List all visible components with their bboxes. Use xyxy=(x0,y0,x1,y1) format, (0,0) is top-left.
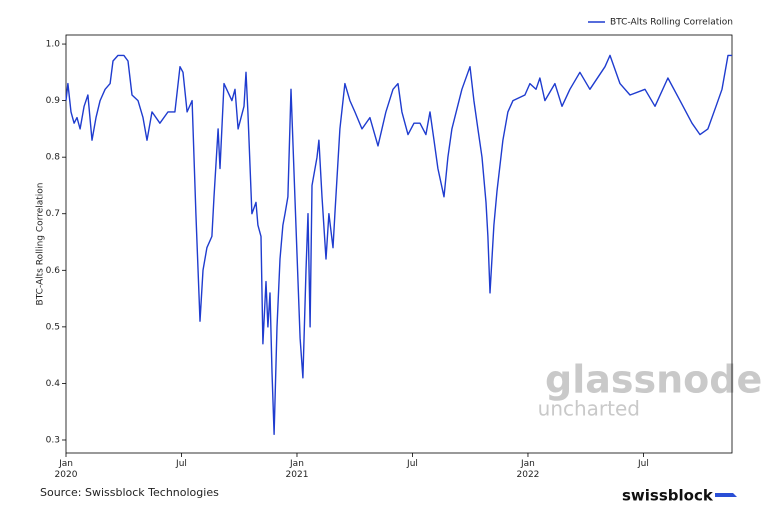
y-tick-label: 0.5 xyxy=(46,322,60,332)
watermark-title: glassnode xyxy=(545,358,762,402)
y-axis-label: BTC-Alts Rolling Correlation xyxy=(36,183,46,306)
x-tick-label: Jan 2020 xyxy=(54,459,78,480)
brand-logo xyxy=(715,493,737,497)
x-tick-label: Jan 2022 xyxy=(516,459,540,480)
y-tick-label: 0.4 xyxy=(46,379,61,389)
x-tick-label: Jan 2021 xyxy=(285,459,309,480)
brand: swissblock xyxy=(622,487,714,505)
series-line xyxy=(65,54,732,435)
legend-label: BTC-Alts Rolling Correlation xyxy=(610,18,733,28)
y-tick-label: 0.7 xyxy=(46,209,60,219)
x-tick-label: Jul xyxy=(638,459,649,469)
y-tick-label: 0.9 xyxy=(46,96,61,106)
x-tick-label: Jul xyxy=(407,459,418,469)
watermark-subtitle: uncharted xyxy=(538,397,640,421)
source: Source: Swissblock Technologies xyxy=(40,486,219,499)
plot-frame xyxy=(65,34,733,454)
y-tick-label: 0.6 xyxy=(46,266,61,276)
y-tick-label: 0.8 xyxy=(46,153,61,163)
y-tick-label: 1.0 xyxy=(46,40,61,50)
y-tick-label: 0.3 xyxy=(46,435,60,445)
x-tick-label: Jul xyxy=(176,459,187,469)
